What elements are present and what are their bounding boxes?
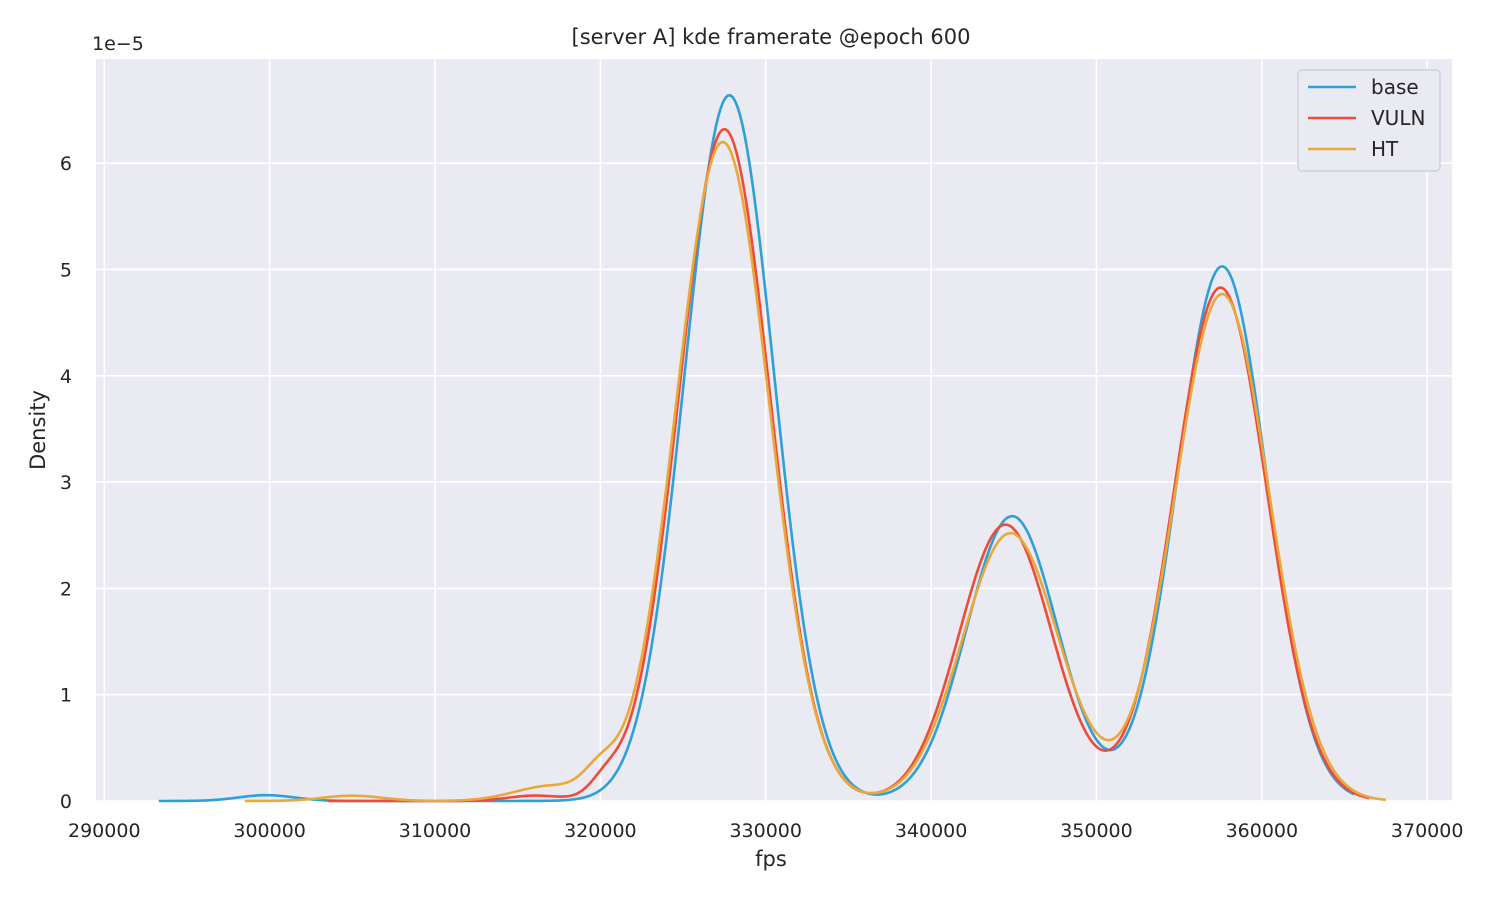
legend-label-base: base <box>1371 75 1419 99</box>
legend-label-vuln: VULN <box>1371 106 1425 130</box>
x-tick-label: 350000 <box>1060 820 1133 842</box>
y-ticks: 0 1 2 3 4 5 6 <box>60 153 72 813</box>
x-axis-label: fps <box>755 847 787 871</box>
legend-box <box>1297 69 1441 172</box>
legend-label-ht: HT <box>1371 137 1399 161</box>
y-tick-label: 3 <box>60 472 72 494</box>
y-tick-label: 4 <box>60 366 72 388</box>
chart-title: [server A] kde framerate @epoch 600 <box>572 25 971 49</box>
x-tick-label: 330000 <box>729 820 802 842</box>
series-line-ht <box>244 140 1386 803</box>
x-tick-label: 340000 <box>895 820 968 842</box>
x-tick-label: 310000 <box>399 820 472 842</box>
y-tick-label: 1 <box>60 685 72 707</box>
y-tick-label: 5 <box>60 259 72 281</box>
y-offset-text: 1e−5 <box>92 33 144 55</box>
y-tick-label: 6 <box>60 153 72 175</box>
x-tick-label: 320000 <box>564 820 637 842</box>
curves <box>158 94 1386 803</box>
x-tick-label: 370000 <box>1391 820 1464 842</box>
x-tick-label: 360000 <box>1226 820 1299 842</box>
legend: base VULN HT <box>1297 69 1441 172</box>
x-ticks: 290000 300000 310000 320000 330000 340000 3500… <box>68 820 1463 842</box>
x-tick-label: 290000 <box>68 820 141 842</box>
y-tick-label: 2 <box>60 578 72 600</box>
y-tick-label: 0 <box>60 791 72 813</box>
x-tick-label: 300000 <box>233 820 306 842</box>
y-axis-label: Density <box>26 390 50 470</box>
